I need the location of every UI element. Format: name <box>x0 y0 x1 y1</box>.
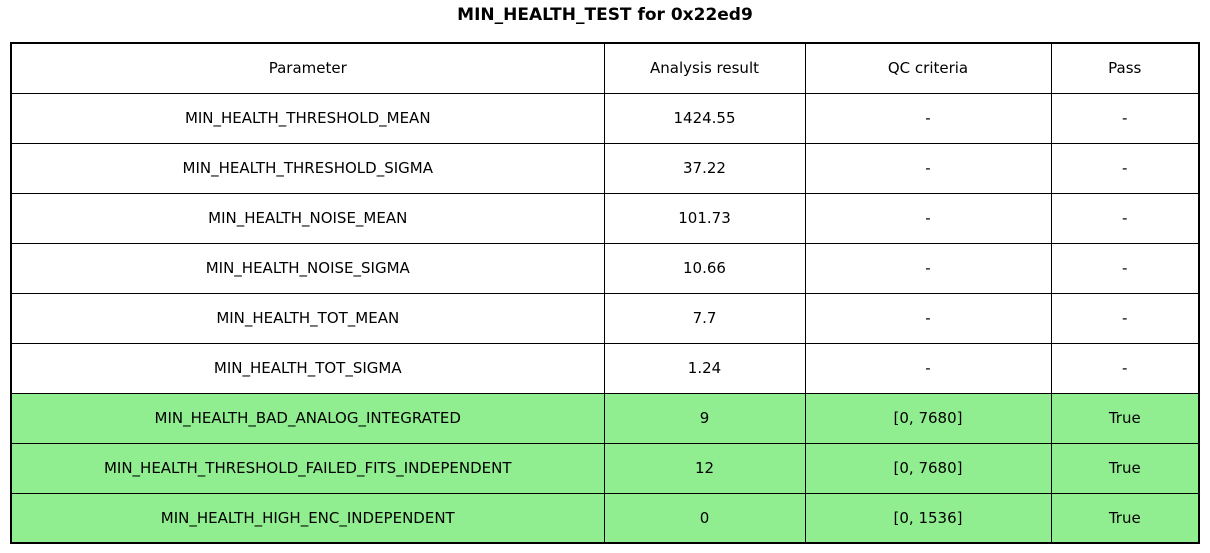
parameter-cell: MIN_HEALTH_NOISE_SIGMA <box>10 242 605 294</box>
table-row: MIN_HEALTH_THRESHOLD_FAILED_FITS_INDEPEN… <box>10 442 1200 494</box>
analysis-result-cell: 1424.55 <box>603 92 806 144</box>
analysis-result-cell: 7.7 <box>603 292 806 344</box>
analysis-result-cell: 37.22 <box>603 142 806 194</box>
table-row: MIN_HEALTH_TOT_MEAN 7.7- - <box>10 292 1200 344</box>
analysis-result-cell: 12 <box>603 442 806 494</box>
qc-criteria-cell: - <box>804 342 1052 394</box>
column-header-qc-criteria: QC criteria <box>804 42 1052 94</box>
header-row: Parameter Analysis result QC criteria Pa… <box>10 42 1200 94</box>
table-row: MIN_HEALTH_THRESHOLD_SIGMA 37.22- - <box>10 142 1200 194</box>
qc-criteria-cell: [0, 1536] <box>804 492 1052 544</box>
parameter-cell: MIN_HEALTH_THRESHOLD_FAILED_FITS_INDEPEN… <box>10 442 605 494</box>
column-header-parameter: Parameter <box>10 42 605 94</box>
pass-cell: True <box>1050 392 1200 444</box>
table-row: MIN_HEALTH_HIGH_ENC_INDEPENDENT 0 [0, 1536… <box>10 492 1200 544</box>
parameter-cell: MIN_HEALTH_HIGH_ENC_INDEPENDENT <box>10 492 605 544</box>
analysis-result-cell: 1.24 <box>603 342 806 394</box>
table-header: Parameter Analysis result QC criteria Pa… <box>10 42 1200 94</box>
qc-criteria-cell: - <box>804 292 1052 344</box>
parameter-cell: MIN_HEALTH_TOT_SIGMA <box>10 342 605 394</box>
pass-cell: - <box>1050 142 1200 194</box>
table-row: MIN_HEALTH_TOT_SIGMA 1.24- - <box>10 342 1200 394</box>
qc-criteria-cell: - <box>804 192 1052 244</box>
qc-criteria-cell: - <box>804 92 1052 144</box>
table-row: MIN_HEALTH_NOISE_SIGMA 10.66- - <box>10 242 1200 294</box>
table-body: MIN_HEALTH_THRESHOLD_MEAN 1424.55- - MIN_HE… <box>10 92 1200 544</box>
pass-cell: True <box>1050 442 1200 494</box>
parameter-cell: MIN_HEALTH_THRESHOLD_SIGMA <box>10 142 605 194</box>
parameter-cell: MIN_HEALTH_NOISE_MEAN <box>10 192 605 244</box>
analysis-result-cell: 10.66 <box>603 242 806 294</box>
qc-results-table: Parameter Analysis result QC criteria Pa… <box>10 42 1200 544</box>
analysis-result-cell: 9 <box>603 392 806 444</box>
parameter-cell: MIN_HEALTH_BAD_ANALOG_INTEGRATED <box>10 392 605 444</box>
table-row: MIN_HEALTH_BAD_ANALOG_INTEGRATED 9 [0, 768… <box>10 392 1200 444</box>
pass-cell: - <box>1050 192 1200 244</box>
parameter-cell: MIN_HEALTH_TOT_MEAN <box>10 292 605 344</box>
table-row: MIN_HEALTH_NOISE_MEAN 101.73- - <box>10 192 1200 244</box>
qc-criteria-cell: - <box>804 242 1052 294</box>
analysis-result-cell: 0 <box>603 492 806 544</box>
analysis-result-cell: 101.73 <box>603 192 806 244</box>
table-row: MIN_HEALTH_THRESHOLD_MEAN 1424.55- - <box>10 92 1200 144</box>
column-header-pass: Pass <box>1050 42 1200 94</box>
pass-cell: - <box>1050 242 1200 294</box>
pass-cell: - <box>1050 342 1200 394</box>
pass-cell: - <box>1050 292 1200 344</box>
qc-criteria-cell: [0, 7680] <box>804 442 1052 494</box>
qc-criteria-cell: - <box>804 142 1052 194</box>
pass-cell: - <box>1050 92 1200 144</box>
parameter-cell: MIN_HEALTH_THRESHOLD_MEAN <box>10 92 605 144</box>
column-header-analysis-result: Analysis result <box>603 42 806 94</box>
page-title: MIN_HEALTH_TEST for 0x22ed9 <box>457 5 753 25</box>
qc-criteria-cell: [0, 7680] <box>804 392 1052 444</box>
pass-cell: True <box>1050 492 1200 544</box>
